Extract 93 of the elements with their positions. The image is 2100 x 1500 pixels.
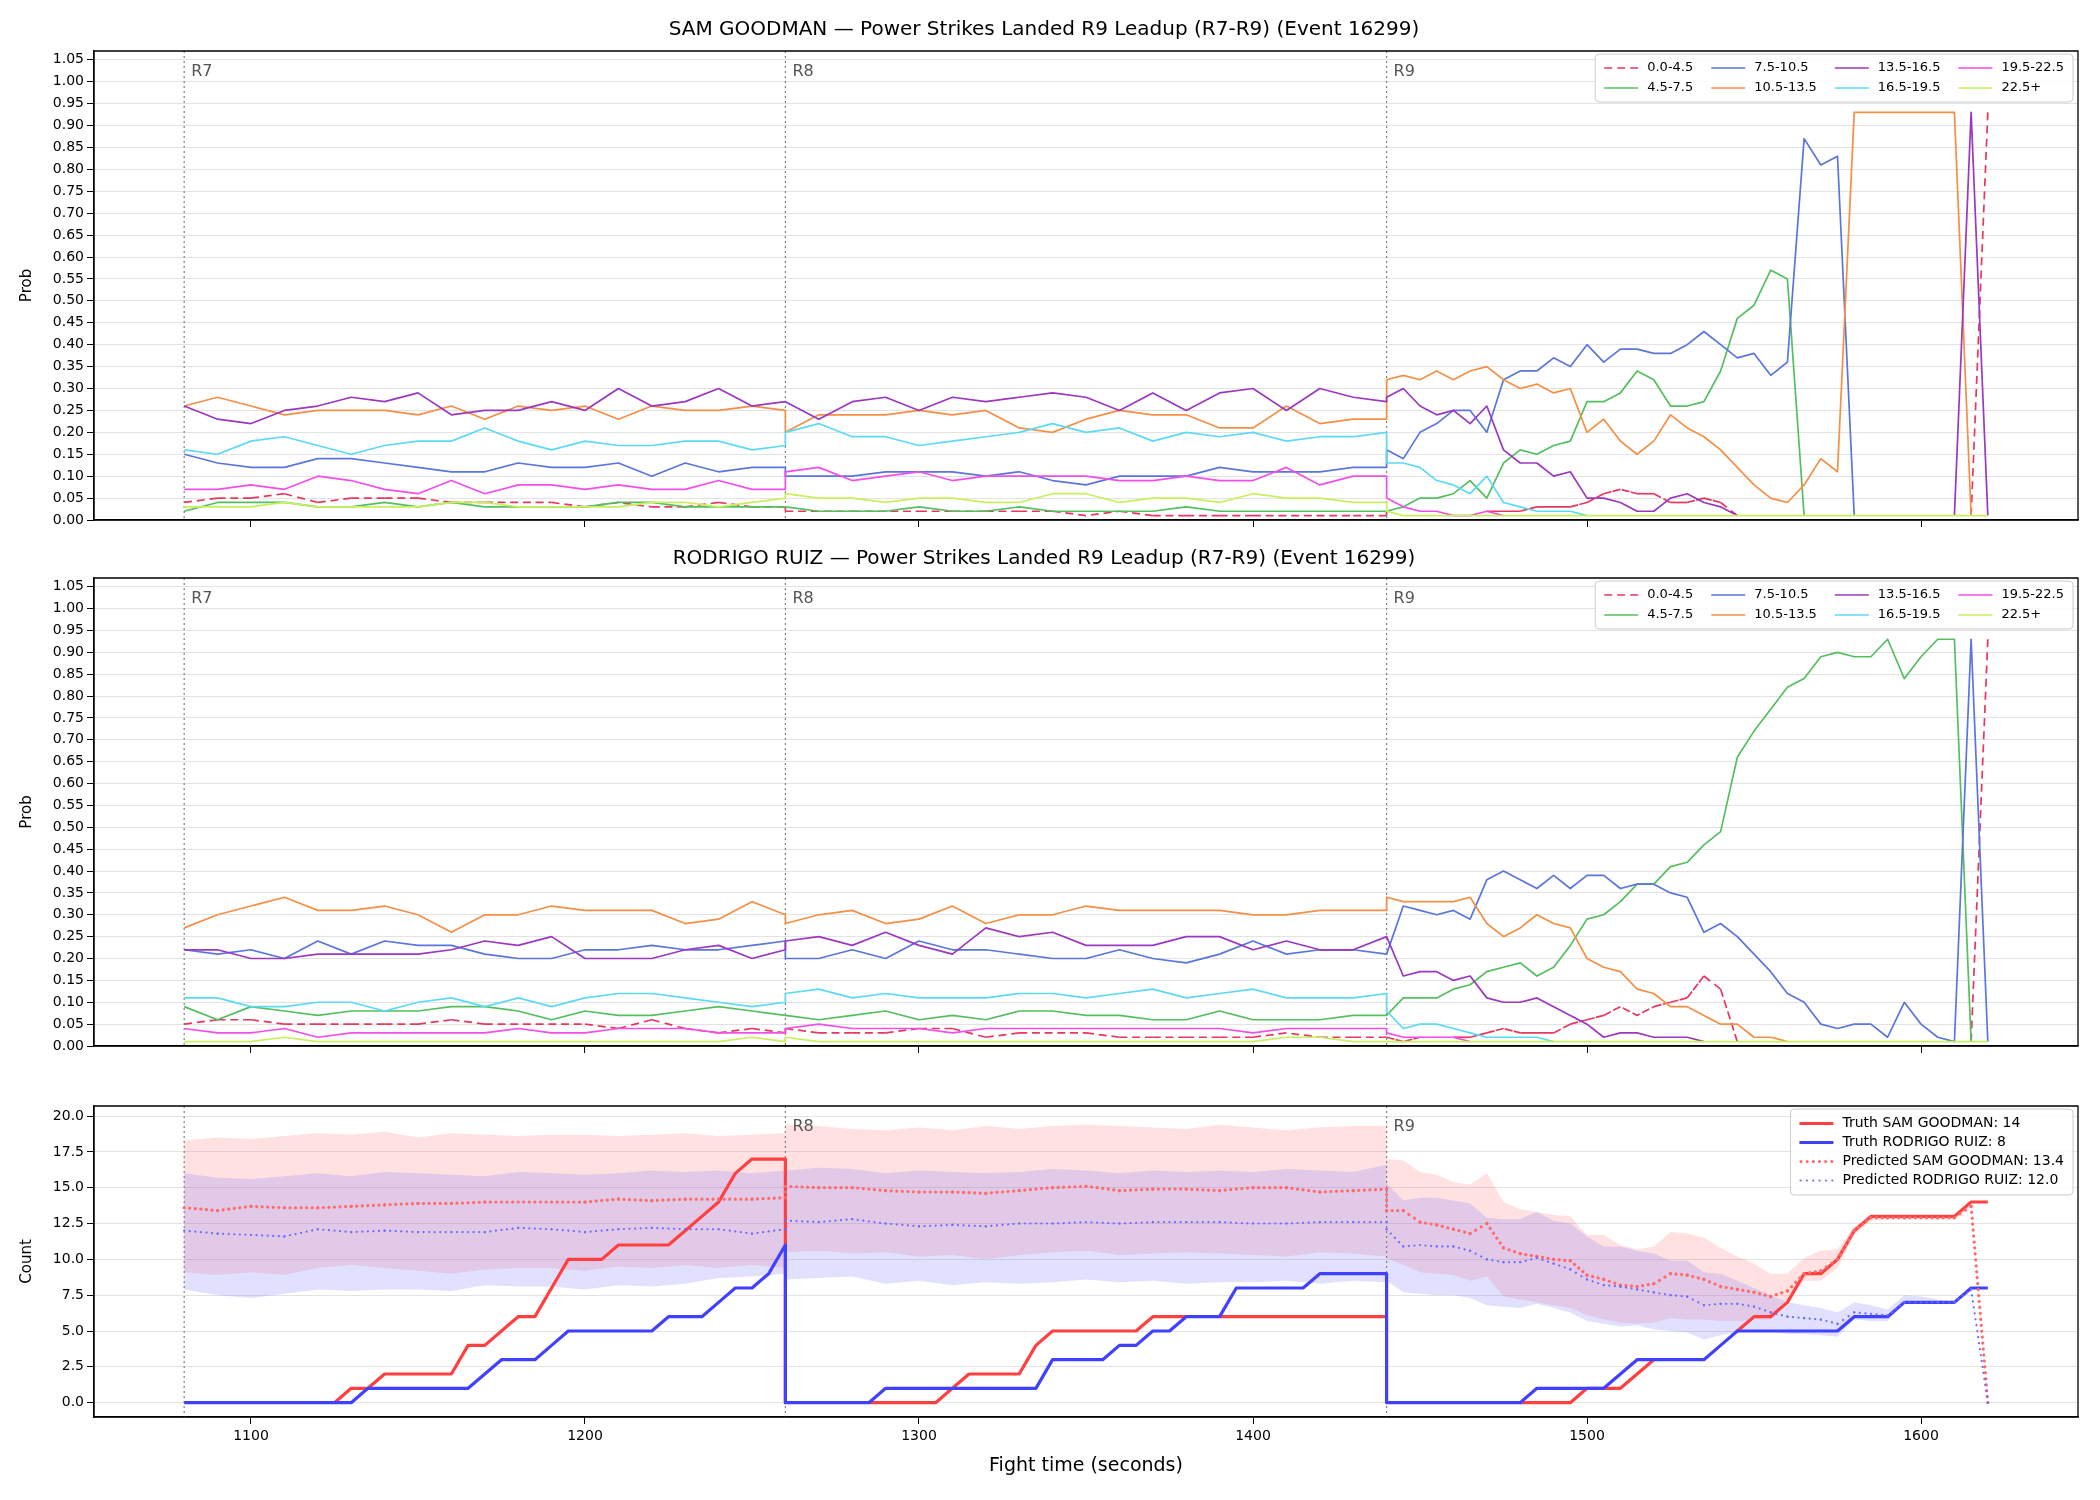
y-tick-label: 0.55 [52,269,84,286]
x-tick-label: 1200 [567,1427,603,1444]
ref-line-label: R9 [1393,588,1415,608]
y-tick-label: 0.80 [52,159,84,176]
y-tick-label: 0.10 [52,992,84,1009]
y-tick-label: 0.90 [52,643,84,659]
y-tick-label: 0.10 [52,466,84,483]
y-tick-label: 0.45 [52,839,84,856]
y-tick-label: 0.50 [52,291,84,308]
y-tick-label: 0.70 [52,730,84,747]
chart-title: RODRIGO RUIZ — Power Strikes Landed R9 Leadup (R7-R9) (Event 16299) [672,545,1416,570]
legend-label: 4.5-7.5 [1647,79,1694,95]
y-tick-label: 0.90 [52,116,84,133]
ref-line-label: R8 [792,61,814,81]
legend-label: 7.5-10.5 [1754,59,1809,75]
y-tick-label: 7.5 [61,1285,84,1302]
y-tick-label: 0.25 [52,927,84,944]
y-tick-label: 0.80 [52,686,84,703]
legend-label: 16.5-19.5 [1877,606,1941,622]
legend-label: 0.0-4.5 [1647,59,1694,75]
y-tick-label: 0.85 [52,138,84,155]
ref-line-label: R7 [191,61,213,81]
y-tick-label: 15.0 [52,1178,84,1195]
y-tick-label: 0.20 [52,949,84,966]
x-tick-label: 1400 [1235,1427,1271,1444]
legend-label: 19.5-22.5 [2001,59,2065,75]
ref-line-label: R9 [1393,61,1415,81]
y-tick-label: 10.0 [52,1249,84,1266]
y-tick-label: 0.15 [52,971,84,988]
legend-label: 16.5-19.5 [1877,79,1941,95]
x-tick-label: 1600 [1903,1427,1939,1444]
y-tick-label: 0.75 [52,181,84,198]
chart-title: SAM GOODMAN — Power Strikes Landed R9 Leadup (R7-R9) (Event 16299) [668,16,1420,41]
x-axis-title: Fight time (seconds) [989,1452,1183,1475]
x-tick-label: 1500 [1569,1427,1605,1444]
y-tick-label: 1.05 [52,577,84,594]
y-tick-label: 0.45 [52,313,84,330]
legend-label: Predicted RODRIGO RUIZ: 12.0 [1842,1171,2059,1188]
legend-label: Truth RODRIGO RUIZ: 8 [1841,1133,2006,1150]
y-tick-label: 0.30 [52,379,84,396]
y-axis-title: Prob [16,268,35,303]
y-tick-label: 0.70 [52,203,84,220]
y-tick-label: 0.35 [52,357,84,374]
legend-label: 0.0-4.5 [1647,586,1694,602]
legend-label: Truth SAM GOODMAN: 14 [1841,1114,2021,1131]
y-tick-label: 0.00 [52,510,84,527]
y-tick-label: 0.65 [52,752,84,769]
y-tick-label: 0.60 [52,774,84,791]
y-tick-label: 0.20 [52,422,84,439]
legend-label: 10.5-13.5 [1754,79,1817,95]
y-tick-label: 5.0 [61,1321,84,1338]
y-tick-label: 0.95 [52,621,84,638]
y-tick-label: 0.35 [52,883,84,900]
legend-label: 22.5+ [2001,79,2042,95]
y-tick-label: 0.00 [52,1036,84,1053]
y-tick-label: 17.5 [52,1142,84,1159]
y-tick-label: 0.55 [52,796,84,813]
y-tick-label: 12.5 [52,1214,84,1231]
y-tick-label: 1.00 [52,72,84,89]
x-tick-label: 1300 [901,1427,937,1444]
legend-label: 13.5-16.5 [1877,586,1941,602]
ref-line-label: R8 [792,588,814,608]
ref-line-label: R8 [792,1116,814,1136]
legend-label: 10.5-13.5 [1754,606,1817,622]
ref-line-label: R9 [1393,1116,1415,1136]
y-tick-label: 0.05 [52,488,84,505]
y-tick-label: 0.60 [52,247,84,264]
y-tick-label: 0.0 [61,1393,84,1410]
y-tick-label: 0.65 [52,225,84,242]
legend-label: 13.5-16.5 [1877,59,1941,75]
y-tick-label: 2.5 [61,1357,84,1374]
y-tick-label: 1.00 [52,599,84,616]
y-tick-label: 0.30 [52,905,84,922]
y-tick-label: 0.75 [52,708,84,725]
y-tick-label: 0.40 [52,861,84,878]
y-tick-label: 0.85 [52,664,84,681]
legend-label: 7.5-10.5 [1754,586,1809,602]
y-axis-title: Prob [16,795,35,829]
y-tick-label: 20.0 [52,1106,84,1123]
y-tick-label: 0.25 [52,401,84,418]
x-tick-label: 1100 [233,1427,269,1444]
ref-line-label: R7 [191,588,213,608]
legend-label: Predicted SAM GOODMAN: 13.4 [1842,1152,2065,1169]
legend-label: 22.5+ [2001,606,2042,622]
legend-label: 4.5-7.5 [1647,606,1694,622]
y-axis-title: Count [16,1239,35,1284]
y-tick-label: 0.40 [52,335,84,352]
y-tick-label: 0.05 [52,1014,84,1031]
y-tick-label: 0.95 [52,94,84,111]
legend-label: 19.5-22.5 [2001,586,2065,602]
y-tick-label: 0.50 [52,817,84,834]
y-tick-label: 0.15 [52,444,84,461]
y-tick-label: 1.05 [52,50,84,67]
